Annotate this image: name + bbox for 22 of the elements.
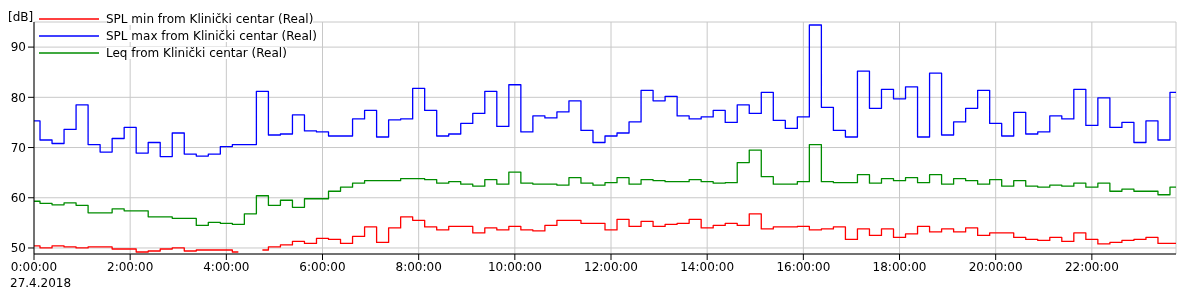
x-tick-label: 12:00:00 [584, 259, 638, 274]
x-tick-label: 18:00:00 [872, 259, 927, 274]
text: 27.4.2018 [10, 276, 72, 290]
y-tick-label: 80 [10, 90, 26, 105]
y-tick-label: 50 [10, 241, 26, 256]
y-tick-label: 60 [10, 191, 26, 206]
legend-label: Leq from Klinički centar (Real) [106, 45, 287, 60]
x-tick-label: 0:00:00 [10, 259, 58, 274]
x-tick-label: 2:00:00 [107, 259, 154, 274]
y-tick-label: 70 [10, 140, 26, 155]
x-tick-label: 16:00:00 [776, 259, 831, 274]
legend-label: SPL max from Klinički centar (Real) [106, 28, 317, 43]
x-tick-label: 10:00:00 [487, 259, 542, 274]
legend-label: SPL min from Klinički centar (Real) [106, 11, 314, 26]
x-tick-label: 22:00:00 [1064, 259, 1119, 274]
x-tick-label: 6:00:00 [299, 259, 346, 274]
x-tick-label: 14:00:00 [680, 259, 735, 274]
x-tick-label: 20:00:00 [968, 259, 1023, 274]
x-tick-label: 4:00:00 [203, 259, 250, 274]
x-tick-label: 8:00:00 [395, 259, 442, 274]
y-axis-title: [dB] [8, 10, 34, 24]
y-tick-label: 90 [10, 40, 26, 55]
